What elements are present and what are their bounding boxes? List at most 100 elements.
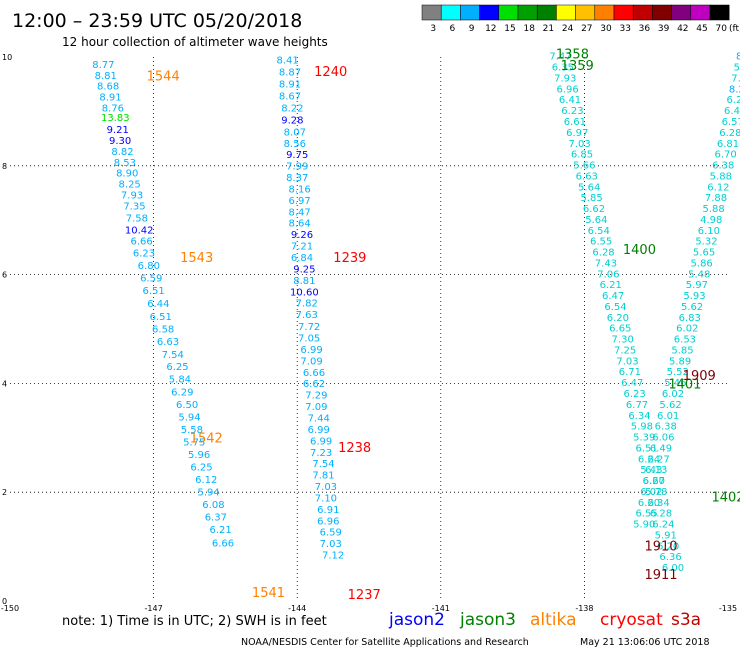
wave-height-value: 6.02 xyxy=(640,487,662,498)
wave-height-value: 7.06 xyxy=(597,269,619,280)
color-scale-swatch xyxy=(536,4,557,21)
wave-height-value: 7.88 xyxy=(705,193,727,204)
wave-height-value: 6.10 xyxy=(698,226,720,237)
pass-time-label: 1239 xyxy=(333,251,366,266)
color-scale-label: 18 xyxy=(523,24,535,34)
wave-height-value: 7.35 xyxy=(123,201,145,212)
wave-height-value: 6.71 xyxy=(619,367,641,378)
pass-time-label: 1238 xyxy=(338,441,371,456)
wave-height-value: 10.60 xyxy=(290,287,319,298)
wave-height-value: 6.91 xyxy=(317,505,339,516)
wave-height-value: 8.37 xyxy=(286,173,308,184)
y-tick-label: 8 xyxy=(2,162,7,171)
wave-height-value: 7.93 xyxy=(554,73,576,84)
wave-height-value: 9.28 xyxy=(281,115,303,126)
wave-height-value: 5.32 xyxy=(695,237,717,248)
color-scale-swatch xyxy=(517,4,538,21)
x-tick-label: -147 xyxy=(145,604,163,613)
wave-height-value: 5.93 xyxy=(683,291,705,302)
wave-height-value: 6.01 xyxy=(657,411,679,422)
color-scale-swatch xyxy=(652,4,672,21)
wave-height-value: 6.00 xyxy=(662,563,684,574)
wave-height-value: 6.08 xyxy=(202,500,224,511)
wave-height-value: 10.42 xyxy=(125,225,154,236)
wave-height-value: 5.43 xyxy=(640,465,662,476)
color-scale-swatch xyxy=(632,4,653,21)
x-tick-label: -141 xyxy=(432,604,450,613)
pass-time-label: 1543 xyxy=(180,251,213,266)
wave-height-value: 9.75 xyxy=(286,150,308,161)
wave-height-value: 6.97 xyxy=(288,196,310,207)
wave-height-value: 7.44 xyxy=(308,413,330,424)
wave-height-value: 5.88 xyxy=(703,204,725,215)
wave-height-points: 8.778.818.688.918.7613.839.219.308.828.5… xyxy=(92,52,740,574)
wave-height-value: 5.52 xyxy=(667,367,689,378)
wave-height-value: 7.58 xyxy=(126,213,148,224)
wave-height-value: 6.35 xyxy=(552,63,574,74)
wave-height-value: 6.02 xyxy=(662,389,684,400)
color-scale-label: 42 xyxy=(677,24,688,34)
wave-height-value: 7.09 xyxy=(300,356,322,367)
wave-height-value: 8.16 xyxy=(288,184,310,195)
color-scale-unit: (ft) xyxy=(729,24,740,34)
y-tick-label: 10 xyxy=(2,53,12,62)
color-scale-label: 33 xyxy=(619,24,630,34)
wave-height-value: 5.65 xyxy=(693,248,715,259)
wave-height-value: 6.47 xyxy=(724,106,740,117)
wave-height-value: 6.51 xyxy=(635,443,657,454)
wave-height-value: 6.24 xyxy=(652,520,674,531)
wave-height-value: 7.30 xyxy=(612,335,634,346)
wave-height-value: 5.91 xyxy=(655,530,677,541)
wave-height-value: 6.54 xyxy=(604,302,626,313)
wave-height-value: 6.62 xyxy=(303,379,325,390)
satellite-name: altika xyxy=(530,610,577,630)
wave-height-value: 5.39 xyxy=(633,433,655,444)
wave-height-value: 8.53 xyxy=(114,158,136,169)
wave-height-value: 6.21 xyxy=(600,280,622,291)
color-scale-swatch xyxy=(575,4,596,21)
wave-height-value: 6.20 xyxy=(657,541,679,552)
pass-time-label: 1359 xyxy=(561,59,594,74)
wave-height-value: 9.26 xyxy=(291,230,313,241)
wave-height-value: 6.83 xyxy=(679,313,701,324)
wave-height-value: 6.63 xyxy=(157,337,179,348)
pass-time-label: 1240 xyxy=(314,65,347,80)
wave-height-value: 6.55 xyxy=(635,509,657,520)
wave-height-value: 6.62 xyxy=(583,204,605,215)
wave-height-value: 9.30 xyxy=(109,136,131,147)
wave-height-value: 7.05 xyxy=(298,334,320,345)
color-scale-swatch xyxy=(479,4,500,21)
wave-height-value: 6.27 xyxy=(643,476,665,487)
wave-height-value: 5.96 xyxy=(188,450,210,461)
y-tick-label: 0 xyxy=(2,597,7,606)
footer-timestamp: May 21 13:06:06 UTC 2018 xyxy=(580,637,709,648)
wave-height-value: 5.48 xyxy=(688,269,710,280)
pass-time-label: 1542 xyxy=(190,432,223,447)
wave-height-value: 5.94 xyxy=(178,412,200,423)
wave-height-value: 6.13 xyxy=(645,465,667,476)
wave-height-value: 6.25 xyxy=(190,462,212,473)
wave-height-value: 8.68 xyxy=(97,82,119,93)
wave-height-value: 6.54 xyxy=(588,226,610,237)
y-tick-label: 4 xyxy=(2,379,7,388)
x-tick-label: -138 xyxy=(575,604,593,613)
wave-height-value: 5.85 xyxy=(671,345,693,356)
footer-note: note: 1) Time is in UTC; 2) SWH is in fe… xyxy=(62,614,327,629)
x-tick-label: -150 xyxy=(1,604,19,613)
color-scale-swatch xyxy=(421,4,442,21)
pass-time-label: 1400 xyxy=(623,243,656,258)
wave-height-value: 8.41 xyxy=(276,56,298,67)
color-scale-swatch xyxy=(440,4,461,21)
wave-height-value: 6.99 xyxy=(310,436,332,447)
pass-time-label: 1911 xyxy=(644,568,677,583)
wave-height-value: 6.80 xyxy=(138,261,160,272)
pass-time-label: 1237 xyxy=(348,588,381,603)
wave-height-value: 6.97 xyxy=(566,128,588,139)
wave-height-value: 7.72 xyxy=(298,322,320,333)
wave-height-value: 7.03 xyxy=(568,139,590,150)
wave-height-value: 6.28 xyxy=(719,128,740,139)
wave-height-value: 6.20 xyxy=(638,498,660,509)
wave-height-value: 5.62 xyxy=(681,302,703,313)
wave-height-value: 6.60 xyxy=(643,476,665,487)
wave-height-value: 7.82 xyxy=(296,299,318,310)
